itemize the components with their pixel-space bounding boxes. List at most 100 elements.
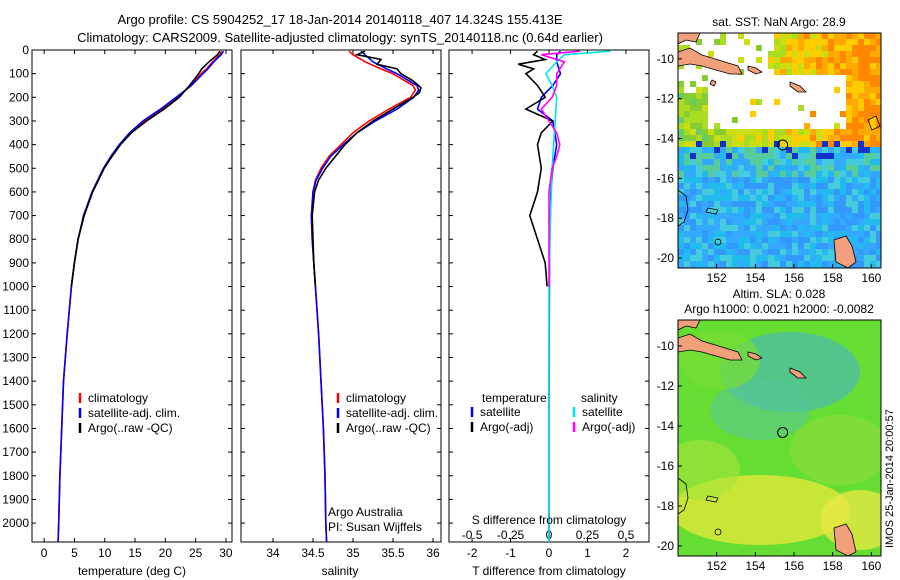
sst-cell (864, 219, 870, 225)
sst-cell (726, 141, 732, 147)
sst-cell (684, 249, 690, 255)
y-tick-label: 1400 (2, 374, 29, 388)
sst-cell (804, 183, 810, 189)
sst-cell (738, 225, 744, 231)
sst-cell (822, 129, 828, 135)
t-difference-x-label: T difference from climatology (472, 564, 626, 578)
sst-cell (702, 93, 708, 99)
sst-cell (870, 99, 876, 105)
sst-cell (822, 147, 828, 153)
sst-cell (858, 159, 864, 165)
sst-cell (720, 171, 726, 177)
sst-cell (702, 117, 708, 123)
sst-cell (792, 141, 798, 147)
sst-cell (720, 213, 726, 219)
sst-cell (810, 111, 816, 117)
sst-cell (780, 249, 786, 255)
sst-cell (846, 189, 852, 195)
sst-cell (792, 255, 798, 261)
sst-cell (792, 33, 798, 39)
sst-cell (774, 171, 780, 177)
sla-land-outlines (678, 320, 857, 556)
sst-cell (876, 159, 881, 165)
sst-cell (804, 213, 810, 219)
x-tick-label: 158 (823, 559, 843, 573)
sst-cell (786, 177, 792, 183)
sst-cell (756, 57, 762, 63)
sst-cell (864, 261, 870, 267)
sst-cell (744, 255, 750, 261)
sst-cell (702, 129, 708, 135)
sst-cell (864, 153, 870, 159)
sst-cell (822, 177, 828, 183)
sst-cell (870, 237, 876, 243)
imos-timestamp: IMOS 25-Jan-2014 20:00:57 (884, 409, 896, 548)
sst-cell (762, 189, 768, 195)
sst-cell (804, 201, 810, 207)
sst-cell (810, 219, 816, 225)
sst-cell (738, 195, 744, 201)
sst-cell (846, 213, 852, 219)
sst-cell (828, 147, 834, 153)
sst-cell (702, 147, 708, 153)
sst-cell (726, 219, 732, 225)
sst-cell (762, 141, 768, 147)
sst-cell (828, 189, 834, 195)
sst-map-axes: 152 154 156 158 160 -10 -12 -14 -16 -18 -20 (657, 52, 882, 285)
sst-cell (798, 255, 804, 261)
sst-cell (678, 111, 684, 117)
sst-cell (864, 201, 870, 207)
sst-cell (720, 189, 726, 195)
sst-cell (720, 195, 726, 201)
sst-cell (816, 237, 822, 243)
sst-cell (834, 171, 840, 177)
sst-cell (786, 141, 792, 147)
sst-cell (780, 207, 786, 213)
sst-cell (804, 207, 810, 213)
sst-cell (798, 237, 804, 243)
sst-cell (846, 45, 852, 51)
sst-cell (816, 39, 822, 45)
sst-cell (738, 213, 744, 219)
sst-cell (756, 141, 762, 147)
sst-cell (864, 129, 870, 135)
sst-cell (846, 105, 852, 111)
sst-cell (696, 207, 702, 213)
sst-cell (786, 213, 792, 219)
sst-cell (762, 165, 768, 171)
sla-map-axes: 152 154 156 158 160 -10 -12 -14 -16 -18 -20 (657, 339, 882, 573)
sst-cell (720, 243, 726, 249)
y-tick-label: 1100 (3, 303, 29, 317)
sst-cell (846, 99, 852, 105)
sst-cell (726, 207, 732, 213)
sst-cell (858, 81, 864, 87)
sst-cell (816, 141, 822, 147)
sst-cell (690, 213, 696, 219)
sst-cell (840, 207, 846, 213)
salinity-x-label: salinity (322, 564, 359, 578)
sst-cell (822, 237, 828, 243)
sst-cell (768, 201, 774, 207)
sst-cell (762, 159, 768, 165)
sst-cell (720, 207, 726, 213)
header-line-2: Climatology: CARS2009. Satellite-adjuste… (77, 30, 603, 45)
sst-cell (786, 231, 792, 237)
sst-cell (834, 123, 840, 129)
sst-cell (804, 33, 810, 39)
sst-cell (762, 219, 768, 225)
sst-cell (792, 207, 798, 213)
sst-cell (870, 33, 876, 39)
sst-cell (678, 213, 684, 219)
sst-cell (702, 219, 708, 225)
sst-cell (714, 39, 720, 45)
sst-cell (852, 207, 858, 213)
sst-cell (786, 63, 792, 69)
sst-cell (702, 171, 708, 177)
sst-cell (696, 117, 702, 123)
sst-cell (696, 63, 702, 69)
sst-cell (762, 243, 768, 249)
sst-cell (804, 141, 810, 147)
sst-cell (780, 183, 786, 189)
sst-cell (702, 243, 708, 249)
